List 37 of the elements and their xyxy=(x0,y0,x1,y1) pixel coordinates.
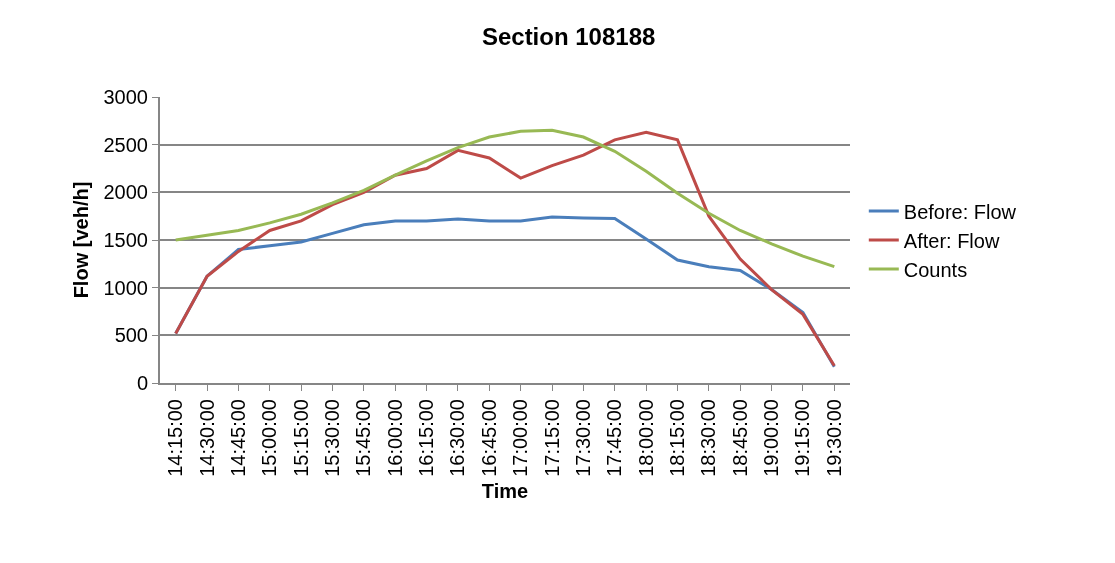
x-tick-label: 16:15:00 xyxy=(415,399,438,477)
y-tick-label: 1000 xyxy=(103,276,148,299)
y-tick-label: 2000 xyxy=(103,181,148,204)
x-tick-label: 17:00:00 xyxy=(509,399,532,477)
x-tick-label: 17:45:00 xyxy=(603,399,626,477)
y-tick-label: 1500 xyxy=(103,229,148,251)
y-tick-label: 500 xyxy=(114,324,148,347)
legend-label: After: Flow xyxy=(903,229,1000,252)
y-axis-title: Flow [veh/h] xyxy=(69,181,92,299)
x-tick-label: 19:00:00 xyxy=(760,399,783,477)
x-tick-label: 15:15:00 xyxy=(289,399,312,477)
x-tick-label: 14:30:00 xyxy=(195,399,218,477)
x-tick-label: 18:45:00 xyxy=(728,399,751,477)
x-tick-label: 18:30:00 xyxy=(697,399,720,477)
chart-title: Section 108188 xyxy=(481,22,656,50)
x-tick-label: 16:30:00 xyxy=(446,399,469,477)
x-tick-label: 16:45:00 xyxy=(477,399,500,477)
x-tick-label: 18:00:00 xyxy=(634,399,657,477)
x-tick-label: 15:00:00 xyxy=(258,399,281,477)
x-tick-label: 19:15:00 xyxy=(791,399,814,477)
x-tick-label: 15:30:00 xyxy=(321,399,343,477)
line-series xyxy=(174,128,836,269)
y-tick-label: 2500 xyxy=(103,133,148,156)
y-tick-label: 3000 xyxy=(103,86,148,108)
y-tick-label: 0 xyxy=(136,372,148,394)
line-series xyxy=(174,130,836,368)
x-tick-label: 14:15:00 xyxy=(164,399,187,477)
legend-label: Counts xyxy=(903,258,968,281)
legend-label: Before: Flow xyxy=(903,200,1017,223)
x-tick-label: 17:30:00 xyxy=(571,399,594,477)
x-tick-label: 15:45:00 xyxy=(352,399,375,477)
x-tick-label: 14:45:00 xyxy=(226,399,249,477)
x-tick-label: 17:15:00 xyxy=(540,399,563,477)
x-tick-label: 19:30:00 xyxy=(822,399,845,477)
x-tick-label: 18:15:00 xyxy=(666,399,688,477)
x-tick-label: 16:00:00 xyxy=(383,399,406,477)
x-axis-title: Time xyxy=(481,479,529,502)
